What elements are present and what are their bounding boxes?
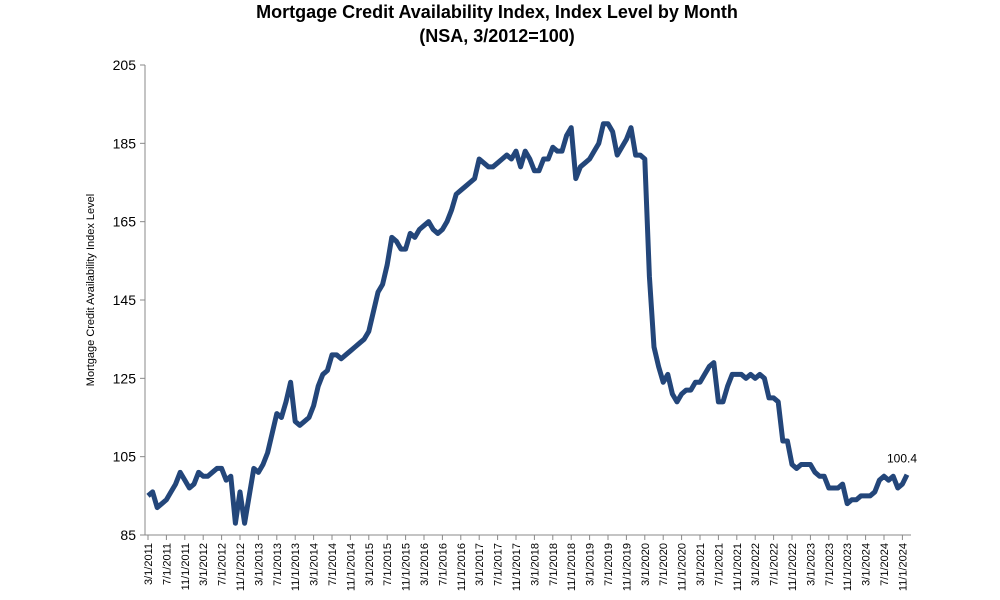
x-tick-label: 7/1/2021 bbox=[713, 543, 725, 586]
x-tick-label: 7/1/2020 bbox=[658, 543, 670, 586]
x-tick-label: 7/1/2011 bbox=[161, 543, 173, 585]
x-tick-label: 7/1/2022 bbox=[769, 543, 781, 586]
x-tick-label: 3/1/2013 bbox=[253, 543, 265, 586]
x-tick-label: 3/1/2016 bbox=[419, 543, 431, 586]
x-tick-label: 7/1/2014 bbox=[327, 543, 339, 586]
x-tick-label: 7/1/2017 bbox=[493, 543, 505, 586]
y-tick-label: 145 bbox=[113, 292, 137, 308]
x-tick-label: 3/1/2020 bbox=[640, 543, 652, 586]
x-tick-label: 7/1/2018 bbox=[548, 543, 560, 586]
x-tick-label: 11/1/2012 bbox=[235, 543, 247, 591]
x-tick-label: 11/1/2022 bbox=[787, 543, 799, 591]
y-tick-label: 165 bbox=[113, 214, 137, 230]
x-tick-label: 11/1/2015 bbox=[401, 543, 413, 591]
x-tick-label: 11/1/2018 bbox=[566, 543, 578, 591]
x-tick-label: 7/1/2019 bbox=[603, 543, 615, 586]
x-tick-label: 11/1/2021 bbox=[732, 543, 744, 591]
x-tick-label: 11/1/2017 bbox=[511, 543, 523, 591]
x-tick-label: 3/1/2012 bbox=[198, 543, 210, 586]
x-tick-label: 7/1/2013 bbox=[272, 543, 284, 586]
y-tick-label: 185 bbox=[113, 135, 137, 151]
x-tick-label: 3/1/2017 bbox=[474, 543, 486, 586]
x-tick-label: 3/1/2019 bbox=[585, 543, 597, 586]
x-tick-label: 11/1/2020 bbox=[677, 543, 689, 591]
x-tick-label: 7/1/2012 bbox=[217, 543, 229, 586]
x-tick-label: 7/1/2024 bbox=[879, 543, 891, 586]
y-axis-label: Mortgage Credit Availability Index Level bbox=[85, 194, 97, 386]
x-tick-label: 11/1/2023 bbox=[842, 543, 854, 591]
x-tick-label: 11/1/2016 bbox=[456, 543, 468, 591]
x-tick-label: 3/1/2023 bbox=[805, 543, 817, 586]
x-tick-label: 11/1/2024 bbox=[897, 543, 909, 591]
x-tick-label: 3/1/2024 bbox=[861, 543, 873, 586]
y-tick-label: 85 bbox=[120, 527, 136, 543]
x-tick-label: 3/1/2018 bbox=[529, 543, 541, 586]
x-tick-label: 3/1/2015 bbox=[364, 543, 376, 586]
y-tick-label: 105 bbox=[113, 449, 137, 465]
y-tick-label: 205 bbox=[113, 57, 137, 73]
x-tick-label: 11/1/2019 bbox=[621, 543, 633, 591]
x-tick-label: 3/1/2014 bbox=[309, 543, 321, 586]
x-tick-label: 7/1/2023 bbox=[824, 543, 836, 586]
data-label: 100.4 bbox=[887, 452, 917, 466]
x-tick-label: 3/1/2021 bbox=[695, 543, 707, 586]
x-tick-label: 11/1/2014 bbox=[345, 543, 357, 591]
chart-subtitle: (NSA, 3/2012=100) bbox=[419, 26, 575, 46]
x-tick-label: 3/1/2022 bbox=[750, 543, 762, 586]
x-tick-label: 11/1/2011 bbox=[180, 543, 192, 590]
x-tick-label: 7/1/2016 bbox=[437, 543, 449, 586]
line-series bbox=[146, 121, 910, 526]
x-tick-label: 7/1/2015 bbox=[382, 543, 394, 586]
y-tick-label: 125 bbox=[113, 370, 137, 386]
chart-title: Mortgage Credit Availability Index, Inde… bbox=[256, 2, 738, 22]
x-tick-label: 3/1/2011 bbox=[143, 543, 155, 585]
x-tick-label: 11/1/2013 bbox=[290, 543, 302, 591]
